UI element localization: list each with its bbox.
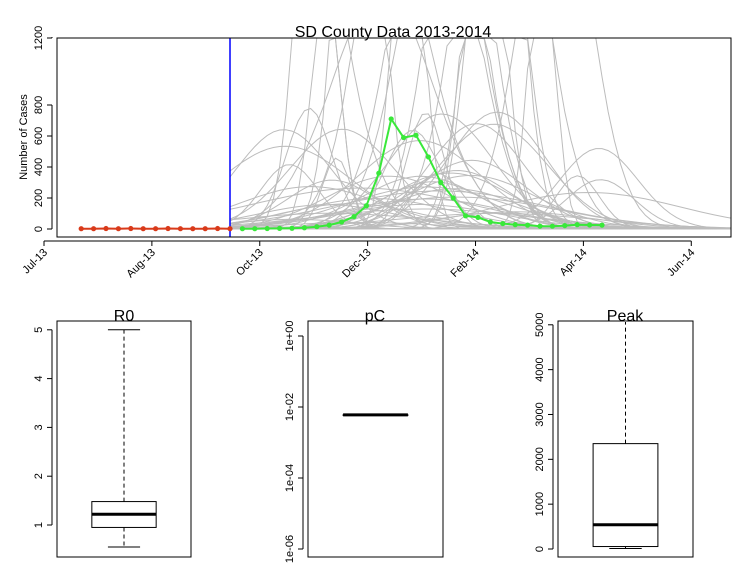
series-1-point [512, 222, 518, 228]
series-1-point [487, 219, 493, 225]
series-1-point [525, 222, 531, 228]
series-1-point [326, 222, 332, 228]
series-1-point [363, 203, 369, 209]
series-0-point [227, 226, 233, 232]
series-1-point [239, 226, 245, 232]
series-1-point [438, 179, 444, 186]
y-tick-label: 1e-04 [284, 464, 296, 492]
y-tick-label: 4000 [534, 357, 546, 381]
y-tick-label: 5000 [534, 313, 546, 337]
series-1-point [549, 223, 556, 229]
x-tick-label: Oct-13 [234, 247, 266, 279]
y-tick-label: 5 [33, 327, 45, 333]
simulation-line [230, 148, 731, 230]
x-tick-label: Jul-13 [20, 247, 50, 277]
series-layer [78, 38, 605, 237]
y-tick-label: 1000 [534, 492, 546, 516]
boxplot-r0: R0 1 2 3 4 5 [33, 308, 192, 558]
series-0-point [103, 225, 109, 232]
boxplot-frame [307, 320, 444, 558]
series-0-point [115, 226, 121, 232]
x-tick-label: Dec-13 [340, 247, 374, 281]
series-0-point [153, 226, 159, 232]
y-tick-label: 2 [33, 473, 45, 479]
y-tick-label: 2000 [534, 447, 546, 471]
simulation-lines [229, 38, 731, 230]
series-0-point [177, 226, 183, 232]
series-1-point [301, 225, 307, 231]
series-1-point [376, 170, 382, 176]
series-1-point [351, 214, 357, 220]
boxplot-pc-title: pC [365, 308, 385, 325]
series-1-point [574, 222, 580, 228]
series-1-point [252, 226, 258, 232]
series-1-point [475, 214, 481, 220]
series-1-point [289, 225, 295, 231]
series-1-point [339, 219, 345, 225]
series-1-point [413, 132, 419, 138]
series-0-point [128, 225, 134, 232]
x-tick-label: Apr-14 [558, 247, 590, 279]
series-1-point [277, 225, 283, 231]
y-tick-label: 800 [33, 96, 45, 114]
y-tick-label: 400 [33, 158, 45, 176]
main-plot-frame [56, 37, 732, 238]
series-0-point [91, 226, 97, 232]
boxplot-r0-title: R0 [114, 308, 135, 325]
x-tick-label: Feb-14 [449, 247, 482, 280]
box [592, 443, 659, 548]
series-1-point [450, 195, 456, 201]
y-tick-label: 0 [534, 546, 546, 552]
simulation-line [230, 38, 731, 230]
y-tick-label: 3000 [534, 402, 546, 426]
series-0-point [202, 226, 208, 232]
boxplot-pc: pC 1e-06 1e-04 1e-02 1e+00 [284, 308, 444, 563]
main-ylabel: Number of Cases [18, 94, 30, 180]
series-1-point [599, 222, 605, 228]
y-tick-label: 1e-06 [284, 535, 296, 563]
series-1-point [401, 134, 407, 141]
series-0-point [140, 226, 146, 232]
y-tick-label: 1e+00 [284, 321, 296, 352]
main-title: SD County Data 2013-2014 [295, 24, 492, 41]
y-tick-label: 1e-02 [284, 393, 296, 421]
series-1-point [264, 225, 270, 232]
boxplot-frame [557, 320, 694, 558]
x-tick-label: Jun-14 [665, 247, 697, 279]
y-tick-label: 3 [33, 424, 45, 430]
series-1-point [388, 116, 394, 122]
y-tick-label: 200 [33, 189, 45, 207]
series-1-point [587, 222, 593, 228]
main-plot: 0 200 400 600 800 1200 Jul-13 Aug-13 Oct-13 Dec-1… [18, 24, 732, 280]
main-axes: 0 200 400 600 800 1200 Jul-13 Aug-13 Oct-13 Dec-1… [20, 26, 697, 280]
x-tick-label: Aug-13 [124, 247, 158, 281]
y-tick-label: 0 [33, 226, 45, 232]
boxplot-frame [56, 320, 192, 558]
simulation-line [229, 196, 731, 229]
y-tick-label: 1200 [33, 26, 45, 50]
y-tick-label: 4 [33, 376, 45, 382]
series-0-point [215, 225, 221, 232]
y-tick-label: 1 [33, 522, 45, 528]
series-0-point [190, 226, 196, 232]
series-1-point [500, 220, 506, 227]
y-tick-label: 600 [33, 127, 45, 145]
series-1-point [314, 224, 320, 230]
simulation-line [230, 38, 731, 230]
series-1-point [537, 223, 543, 229]
series-1-point [425, 154, 431, 160]
series-1-point [562, 222, 568, 229]
series-0-point [78, 226, 84, 232]
series-1-point [463, 213, 469, 219]
series-0-point [165, 225, 171, 232]
